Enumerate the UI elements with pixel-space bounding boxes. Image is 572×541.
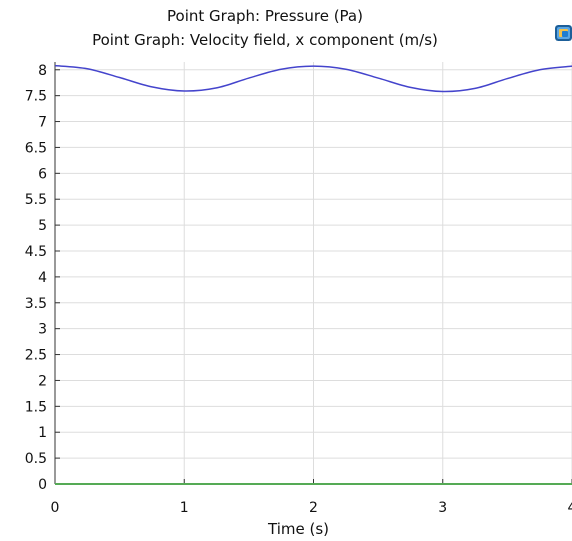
y-tick-label: 7.5	[25, 89, 47, 105]
y-tick-label: 2.5	[25, 348, 47, 364]
y-tick-label: 6.5	[25, 140, 47, 156]
y-tick-label: 1	[38, 425, 47, 441]
x-tick-label: 3	[438, 500, 447, 516]
x-tick-label: 1	[180, 500, 189, 516]
y-tick-label: 0.5	[25, 451, 47, 467]
x-tick-label: 0	[51, 500, 60, 516]
y-tick-label: 6	[38, 166, 47, 182]
y-tick-label: 1.5	[25, 399, 47, 415]
y-tick-label: 8	[38, 63, 47, 79]
series-line-velocity	[54, 64, 572, 93]
label-layer: 0 0.5 1 1.5 2 2.5 3 3.5 4 4.5 5 5.5 6 6.5 7 7.5 8 0 1 2 3 4	[25, 63, 572, 516]
y-tick-label: 5	[38, 218, 47, 234]
y-tick-label: 4	[38, 270, 47, 286]
x-tick-label: 2	[309, 500, 318, 516]
y-tick-label: 3	[38, 322, 47, 338]
y-tick-label: 0	[38, 477, 47, 493]
chart-title-line-1: Point Graph: Pressure (Pa)	[167, 7, 363, 25]
series-layer	[54, 64, 572, 486]
y-tick-label: 7	[38, 115, 47, 131]
grid-layer	[54, 62, 572, 485]
y-tick-label: 4.5	[25, 244, 47, 260]
chart-title-line-2: Point Graph: Velocity field, x component…	[92, 31, 438, 49]
comsol-plot-icon[interactable]	[555, 25, 572, 41]
x-tick-label: 4	[568, 500, 572, 516]
y-tick-label: 3.5	[25, 296, 47, 312]
y-tick-label: 5.5	[25, 192, 47, 208]
y-tick-label: 2	[38, 373, 47, 389]
x-axis-title: Time (s)	[267, 520, 329, 538]
